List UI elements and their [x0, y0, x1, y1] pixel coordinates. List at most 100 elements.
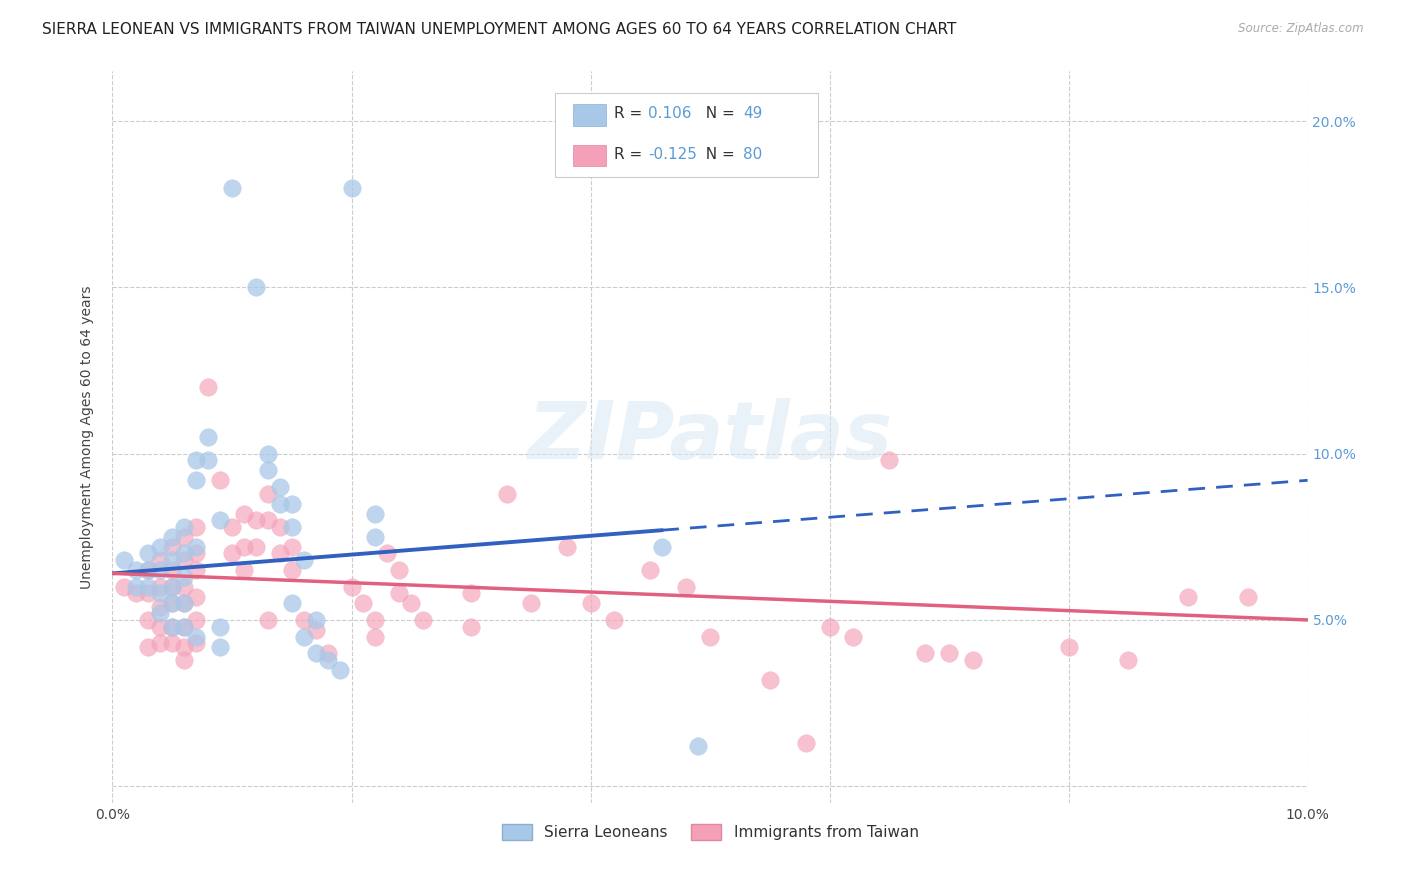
Point	[138, 580, 160, 594]
Point	[209, 619, 232, 633]
Point	[186, 473, 208, 487]
Point	[579, 596, 602, 610]
FancyBboxPatch shape	[572, 104, 606, 127]
Point	[162, 580, 183, 594]
Point	[412, 613, 434, 627]
Point	[257, 513, 280, 527]
Point	[688, 739, 710, 754]
Point	[186, 630, 208, 644]
Point	[603, 613, 626, 627]
Point	[842, 630, 865, 644]
Point	[353, 596, 375, 610]
Point	[173, 530, 195, 544]
Point	[162, 563, 183, 577]
Point	[173, 553, 195, 567]
Point	[1118, 653, 1140, 667]
Point	[364, 507, 387, 521]
Point	[221, 520, 243, 534]
Point	[245, 513, 267, 527]
Point	[173, 596, 195, 610]
Point	[257, 463, 280, 477]
Point	[233, 563, 256, 577]
Point	[138, 563, 160, 577]
Point	[125, 586, 148, 600]
Point	[305, 623, 328, 637]
Point	[149, 540, 172, 554]
Point	[245, 540, 267, 554]
Point	[269, 480, 291, 494]
Point	[233, 507, 256, 521]
Point	[962, 653, 984, 667]
Point	[292, 630, 315, 644]
Point	[173, 580, 195, 594]
Point	[138, 613, 160, 627]
Point	[388, 586, 411, 600]
Point	[186, 563, 208, 577]
Point	[114, 580, 135, 594]
Point	[281, 540, 304, 554]
Point	[186, 636, 208, 650]
Point	[233, 540, 256, 554]
Point	[245, 280, 267, 294]
Text: 49: 49	[744, 106, 763, 121]
Point	[162, 596, 183, 610]
Point	[257, 447, 280, 461]
Point	[125, 563, 148, 577]
Point	[292, 553, 315, 567]
Point	[138, 640, 160, 654]
Point	[209, 473, 232, 487]
Point	[281, 497, 304, 511]
Point	[162, 540, 183, 554]
Text: 0.106: 0.106	[648, 106, 692, 121]
Point	[305, 613, 328, 627]
FancyBboxPatch shape	[554, 94, 818, 178]
Point	[149, 619, 172, 633]
Point	[162, 619, 183, 633]
Point	[173, 546, 195, 560]
Point	[699, 630, 721, 644]
Text: Source: ZipAtlas.com: Source: ZipAtlas.com	[1239, 22, 1364, 36]
Point	[555, 540, 578, 554]
Point	[186, 546, 208, 560]
Point	[281, 596, 304, 610]
Point	[162, 636, 183, 650]
Point	[340, 180, 363, 194]
Point	[377, 546, 399, 560]
Point	[257, 613, 280, 627]
Point	[221, 180, 243, 194]
Text: R =: R =	[614, 146, 648, 161]
Point	[186, 453, 208, 467]
Point	[818, 619, 841, 633]
Point	[316, 646, 339, 660]
Point	[281, 563, 304, 577]
Point	[162, 580, 183, 594]
Text: 80: 80	[744, 146, 762, 161]
Point	[364, 530, 387, 544]
Point	[914, 646, 936, 660]
Point	[759, 673, 782, 687]
Text: -0.125: -0.125	[648, 146, 697, 161]
Point	[162, 530, 183, 544]
Point	[162, 596, 183, 610]
Point	[197, 453, 219, 467]
Point	[364, 613, 387, 627]
Point	[257, 486, 280, 500]
Point	[149, 636, 172, 650]
Point	[221, 546, 243, 560]
Point	[114, 553, 135, 567]
Point	[794, 736, 817, 750]
Point	[364, 630, 387, 644]
Point	[138, 546, 160, 560]
Point	[675, 580, 697, 594]
Point	[149, 580, 172, 594]
Point	[329, 663, 352, 677]
Point	[173, 596, 195, 610]
Point	[149, 599, 172, 614]
Text: N =: N =	[696, 146, 740, 161]
Point	[460, 619, 482, 633]
Point	[173, 653, 195, 667]
Point	[173, 619, 195, 633]
Point	[173, 619, 195, 633]
Point	[316, 653, 339, 667]
Point	[938, 646, 960, 660]
